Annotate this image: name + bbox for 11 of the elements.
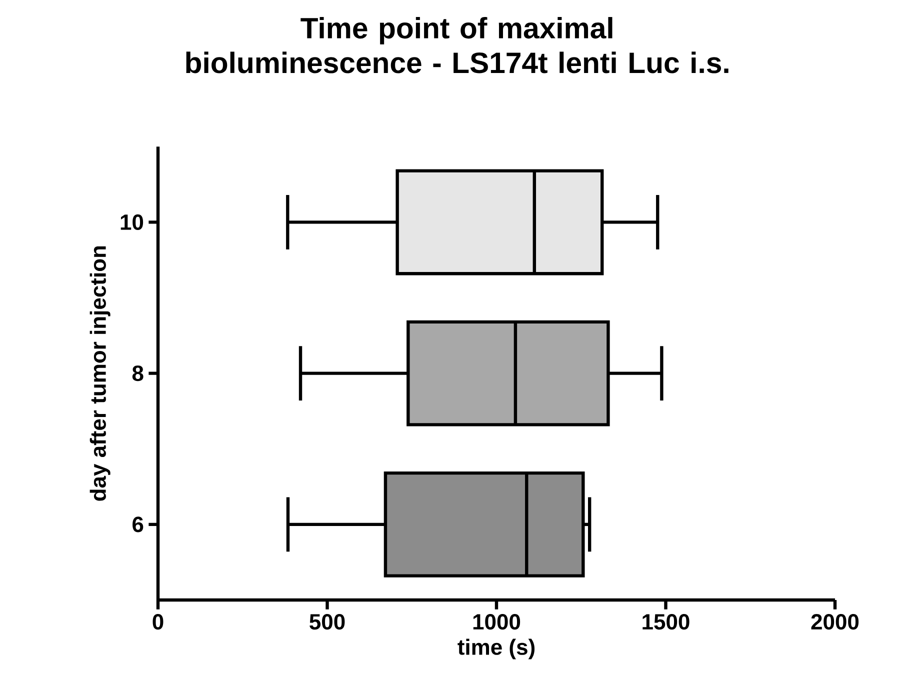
x-tick-label: 0 bbox=[152, 614, 164, 630]
chart-title: Time point of maximal bioluminescence - LS174t lenti Luc i.s. bbox=[186, 17, 728, 74]
x-tick-label: 1500 bbox=[642, 614, 690, 630]
x-tick-label: 500 bbox=[310, 614, 345, 630]
y-tick-label: 10 bbox=[120, 214, 144, 230]
x-tick-label: 1000 bbox=[473, 614, 520, 630]
x-tick-label: 2000 bbox=[811, 614, 859, 630]
y-tick-label: 8 bbox=[132, 366, 144, 382]
y-tick-label: 6 bbox=[132, 516, 144, 532]
y-axis-title: day after tumor injection bbox=[90, 246, 110, 501]
x-axis-title: time (s) bbox=[458, 638, 534, 660]
